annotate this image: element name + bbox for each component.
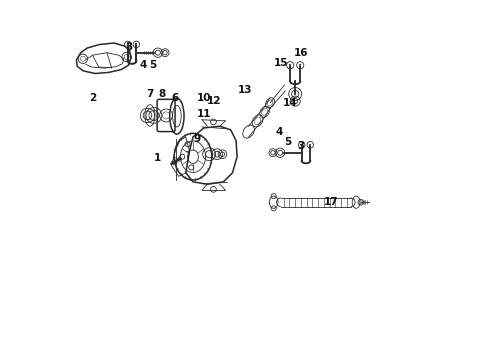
Text: 11: 11 [196, 109, 211, 119]
Text: 14: 14 [283, 98, 297, 108]
Text: 1: 1 [153, 153, 161, 163]
Text: 3: 3 [125, 42, 132, 52]
Text: 17: 17 [324, 197, 339, 207]
Text: 5: 5 [284, 138, 291, 147]
Text: 4: 4 [139, 60, 147, 70]
Text: 16: 16 [294, 48, 308, 58]
Text: 12: 12 [207, 96, 222, 106]
Text: 10: 10 [196, 93, 211, 103]
Text: 4: 4 [275, 127, 283, 136]
Text: 7: 7 [147, 89, 154, 99]
Text: 9: 9 [193, 134, 200, 144]
Text: 15: 15 [273, 58, 288, 68]
Text: 3: 3 [297, 141, 304, 151]
Text: 5: 5 [149, 60, 156, 70]
Text: 13: 13 [238, 85, 252, 95]
Text: 8: 8 [158, 89, 166, 99]
Text: 6: 6 [172, 93, 179, 103]
Text: 2: 2 [89, 93, 96, 103]
